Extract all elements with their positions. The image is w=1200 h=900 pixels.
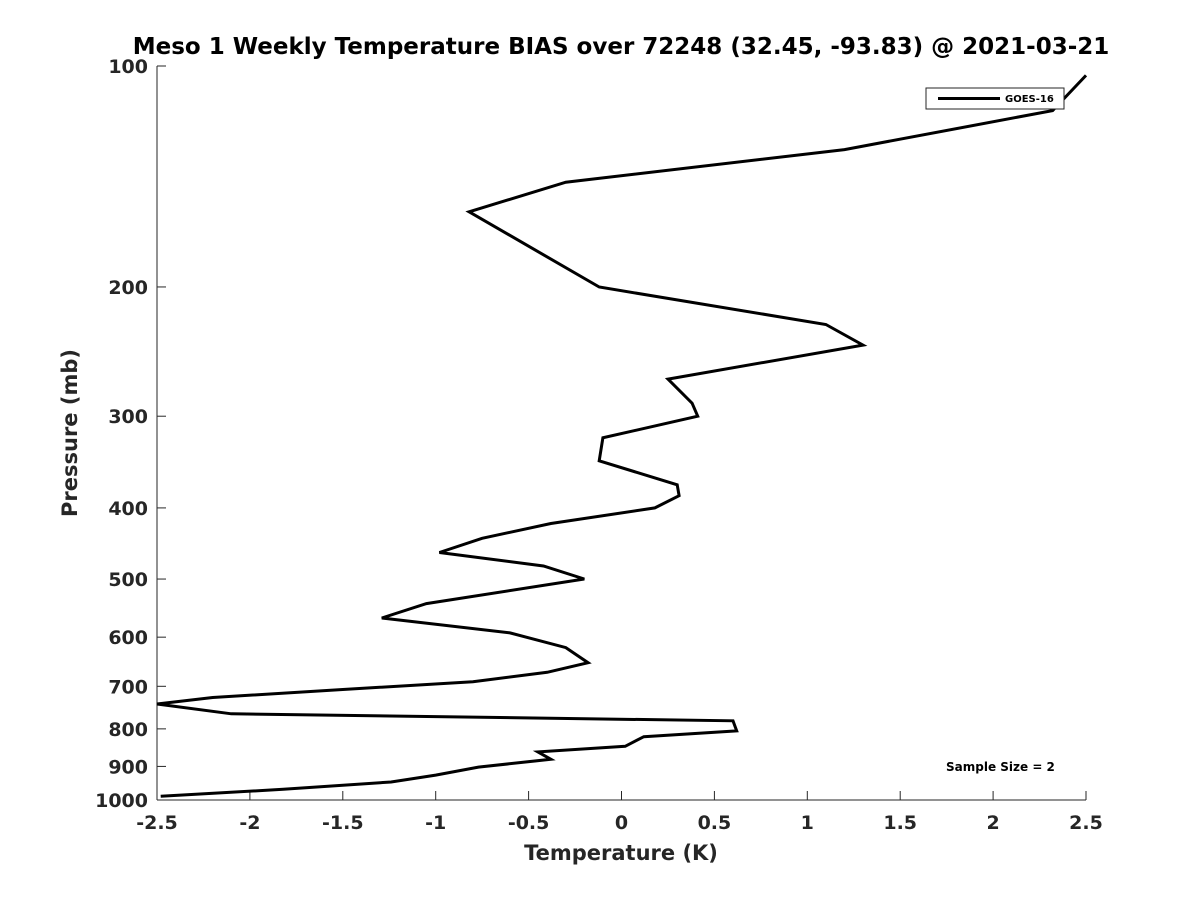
x-tick-label: -1.5 <box>322 812 364 834</box>
x-tick-label: -1 <box>425 812 446 834</box>
y-tick-label: 200 <box>108 277 148 299</box>
y-axis-label: Pressure (mb) <box>58 349 82 517</box>
sample-size-annotation: Sample Size = 2 <box>946 760 1055 774</box>
x-tick-label: -2.5 <box>136 812 178 834</box>
x-tick-label: 1 <box>801 812 814 834</box>
y-tick-label: 1000 <box>95 790 148 812</box>
x-tick-label: 0.5 <box>698 812 732 834</box>
y-tick-label: 500 <box>108 569 148 591</box>
x-tick-label: -0.5 <box>508 812 550 834</box>
legend: GOES-16 <box>925 87 1065 110</box>
y-tick-label: 900 <box>108 756 148 778</box>
x-axis-label: Temperature (K) <box>524 841 718 865</box>
x-tick-label: 2.5 <box>1069 812 1103 834</box>
y-tick-label: 800 <box>108 719 148 741</box>
chart-title: Meso 1 Weekly Temperature BIAS over 7224… <box>133 34 1110 60</box>
y-tick-label: 100 <box>108 56 148 78</box>
x-tick-label: 0 <box>615 812 628 834</box>
y-tick-label: 700 <box>108 676 148 698</box>
y-ticks: 100 200 300 400 500 600 700 800 900 1000 <box>95 56 166 812</box>
plot-area: -2.5 -2 -1.5 -1 -0.5 0 0.5 1 1.5 2 2.5 100 200 300 40… <box>95 56 1103 834</box>
x-tick-label: -2 <box>239 812 260 834</box>
x-tick-label: 1.5 <box>883 812 917 834</box>
series-layer <box>156 74 1088 798</box>
series-line-goes-16 <box>156 74 1088 798</box>
y-tick-label: 300 <box>108 406 148 428</box>
x-ticks: -2.5 -2 -1.5 -1 -0.5 0 0.5 1 1.5 2 2.5 <box>136 791 1103 834</box>
y-tick-label: 600 <box>108 627 148 649</box>
legend-label-goes-16: GOES-16 <box>1005 94 1054 105</box>
x-tick-label: 2 <box>986 812 999 834</box>
y-tick-label: 400 <box>108 498 148 520</box>
